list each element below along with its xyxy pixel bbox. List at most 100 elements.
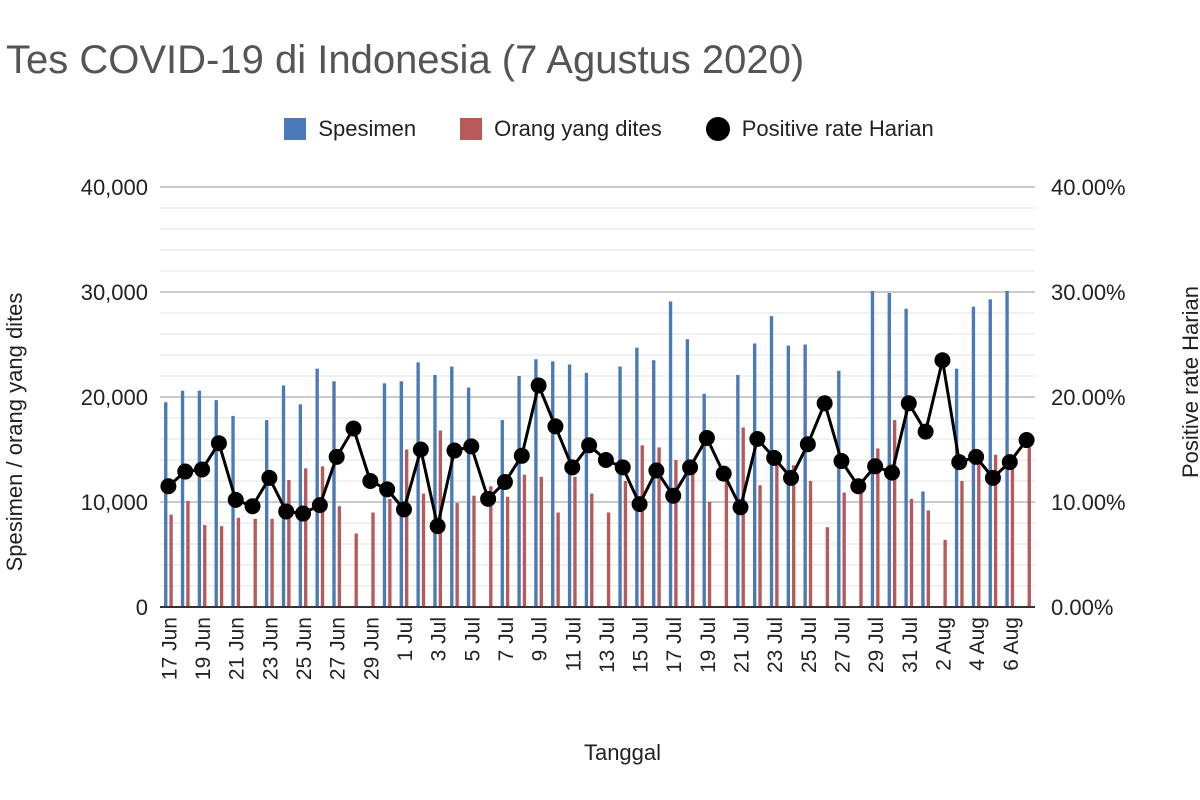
bar-orang-yang-dites	[758, 485, 762, 607]
bar-orang-yang-dites	[792, 465, 796, 607]
point-positive-rate	[766, 449, 783, 466]
bar-spesimen	[466, 387, 471, 607]
bar-spesimen	[433, 374, 437, 607]
bar-orang-yang-dites	[808, 481, 813, 607]
bar-spesimen	[803, 344, 807, 607]
bar-orang-yang-dites	[892, 420, 897, 607]
bar-orang-yang-dites	[472, 495, 476, 607]
x-tick-label: 15 Jul	[630, 617, 653, 673]
bar-orang-yang-dites	[825, 527, 830, 607]
point-positive-rate	[833, 453, 850, 470]
bar-orang-yang-dites	[926, 510, 930, 607]
point-positive-rate	[900, 395, 917, 412]
legend-item-orang-yang-dites[interactable]: Orang yang dites	[460, 116, 662, 142]
bar-orang-yang-dites	[909, 498, 914, 607]
x-tick-label: 23 Jun	[259, 617, 282, 680]
x-tick-label: 27 Jul	[832, 617, 855, 673]
x-tick-label: 25 Jul	[798, 617, 821, 673]
x-tick-label: 4 Aug	[966, 617, 989, 671]
point-positive-rate	[328, 448, 345, 465]
x-tick-label: 5 Jul	[461, 617, 484, 661]
bar-spesimen	[534, 359, 538, 607]
bar-orang-yang-dites	[539, 476, 543, 607]
x-tick-label: 17 Jul	[663, 617, 686, 673]
point-positive-rate	[867, 458, 884, 475]
x-tick-label: 29 Jul	[865, 617, 888, 673]
bar-spesimen	[164, 402, 168, 607]
point-positive-rate	[210, 435, 227, 452]
bar-orang-yang-dites	[674, 460, 678, 607]
bar-spesimen	[281, 385, 286, 607]
bar-orang-yang-dites	[337, 506, 342, 607]
bar-orang-yang-dites	[657, 447, 661, 607]
point-positive-rate	[429, 518, 446, 535]
bar-orang-yang-dites	[556, 512, 560, 607]
bar-spesimen	[702, 393, 706, 607]
bar-orang-yang-dites	[691, 460, 695, 607]
point-positive-rate	[530, 377, 547, 394]
bar-orang-yang-dites	[640, 445, 644, 607]
point-positive-rate	[379, 481, 396, 498]
chart-title: Tes COVID-19 di Indonesia (7 Agustus 202…	[6, 38, 805, 82]
bar-spesimen	[416, 362, 420, 607]
point-positive-rate	[732, 499, 749, 516]
point-positive-rate	[227, 491, 244, 508]
bar-spesimen	[584, 372, 589, 607]
bar-spesimen	[399, 381, 403, 607]
x-tick-label: 13 Jul	[596, 617, 619, 673]
bar-orang-yang-dites	[977, 457, 981, 607]
bar-orang-yang-dites	[842, 492, 846, 607]
x-tick-label: 29 Jun	[360, 617, 383, 680]
point-positive-rate	[850, 478, 867, 495]
bar-spesimen	[635, 347, 639, 607]
legend-item-positive-rate[interactable]: Positive rate Harian	[705, 116, 934, 142]
bar-spesimen	[904, 308, 908, 607]
y2-tick-label: 40.00%	[1051, 175, 1126, 200]
bar-orang-yang-dites	[876, 448, 880, 607]
point-positive-rate	[682, 459, 699, 476]
point-positive-rate	[581, 437, 598, 454]
bar-orang-yang-dites	[707, 502, 712, 607]
bar-spesimen	[652, 360, 656, 607]
x-tick-label: 7 Jul	[495, 617, 518, 661]
legend-item-spesimen[interactable]: Spesimen	[284, 116, 416, 142]
bar-orang-yang-dites	[1010, 465, 1015, 607]
point-positive-rate	[715, 465, 732, 482]
bar-spesimen	[988, 299, 992, 607]
bar-orang-yang-dites	[270, 518, 274, 607]
bar-orang-yang-dites	[354, 533, 358, 607]
point-positive-rate	[968, 448, 985, 465]
y2-axis-title: Positive rate Harian	[1178, 286, 1200, 478]
line-positive-rate	[167, 358, 1028, 528]
y2-tick-label: 20.00%	[1051, 385, 1126, 410]
bar-spesimen	[887, 293, 891, 607]
bar-orang-yang-dites	[421, 493, 426, 607]
x-tick-label: 25 Jun	[293, 617, 316, 680]
point-positive-rate	[160, 478, 177, 495]
y-tick-label: 0	[136, 595, 148, 620]
point-positive-rate	[446, 442, 463, 459]
bar-orang-yang-dites	[741, 427, 745, 607]
x-tick-label: 3 Jul	[428, 617, 451, 661]
y2-tick-label: 0.00%	[1051, 595, 1113, 620]
point-positive-rate	[934, 352, 951, 369]
point-positive-rate	[278, 503, 295, 520]
bar-spesimen	[567, 364, 572, 607]
point-positive-rate	[917, 423, 934, 440]
bar-orang-yang-dites	[606, 512, 611, 607]
point-positive-rate	[362, 473, 379, 489]
bar-orang-yang-dites	[623, 481, 628, 607]
bar-orang-yang-dites	[455, 503, 459, 607]
point-positive-rate	[597, 452, 614, 468]
bar-spesimen	[180, 390, 185, 607]
legend: Spesimen Orang yang dites Positive rate …	[0, 116, 1200, 142]
point-positive-rate	[395, 501, 412, 518]
point-positive-rate	[513, 447, 530, 464]
bar-spesimen	[668, 301, 673, 607]
bar-orang-yang-dites	[388, 498, 392, 607]
x-tick-label: 19 Jul	[697, 617, 720, 673]
bar-spesimen	[265, 420, 269, 607]
point-positive-rate	[295, 505, 312, 522]
bar-spesimen	[315, 368, 319, 607]
